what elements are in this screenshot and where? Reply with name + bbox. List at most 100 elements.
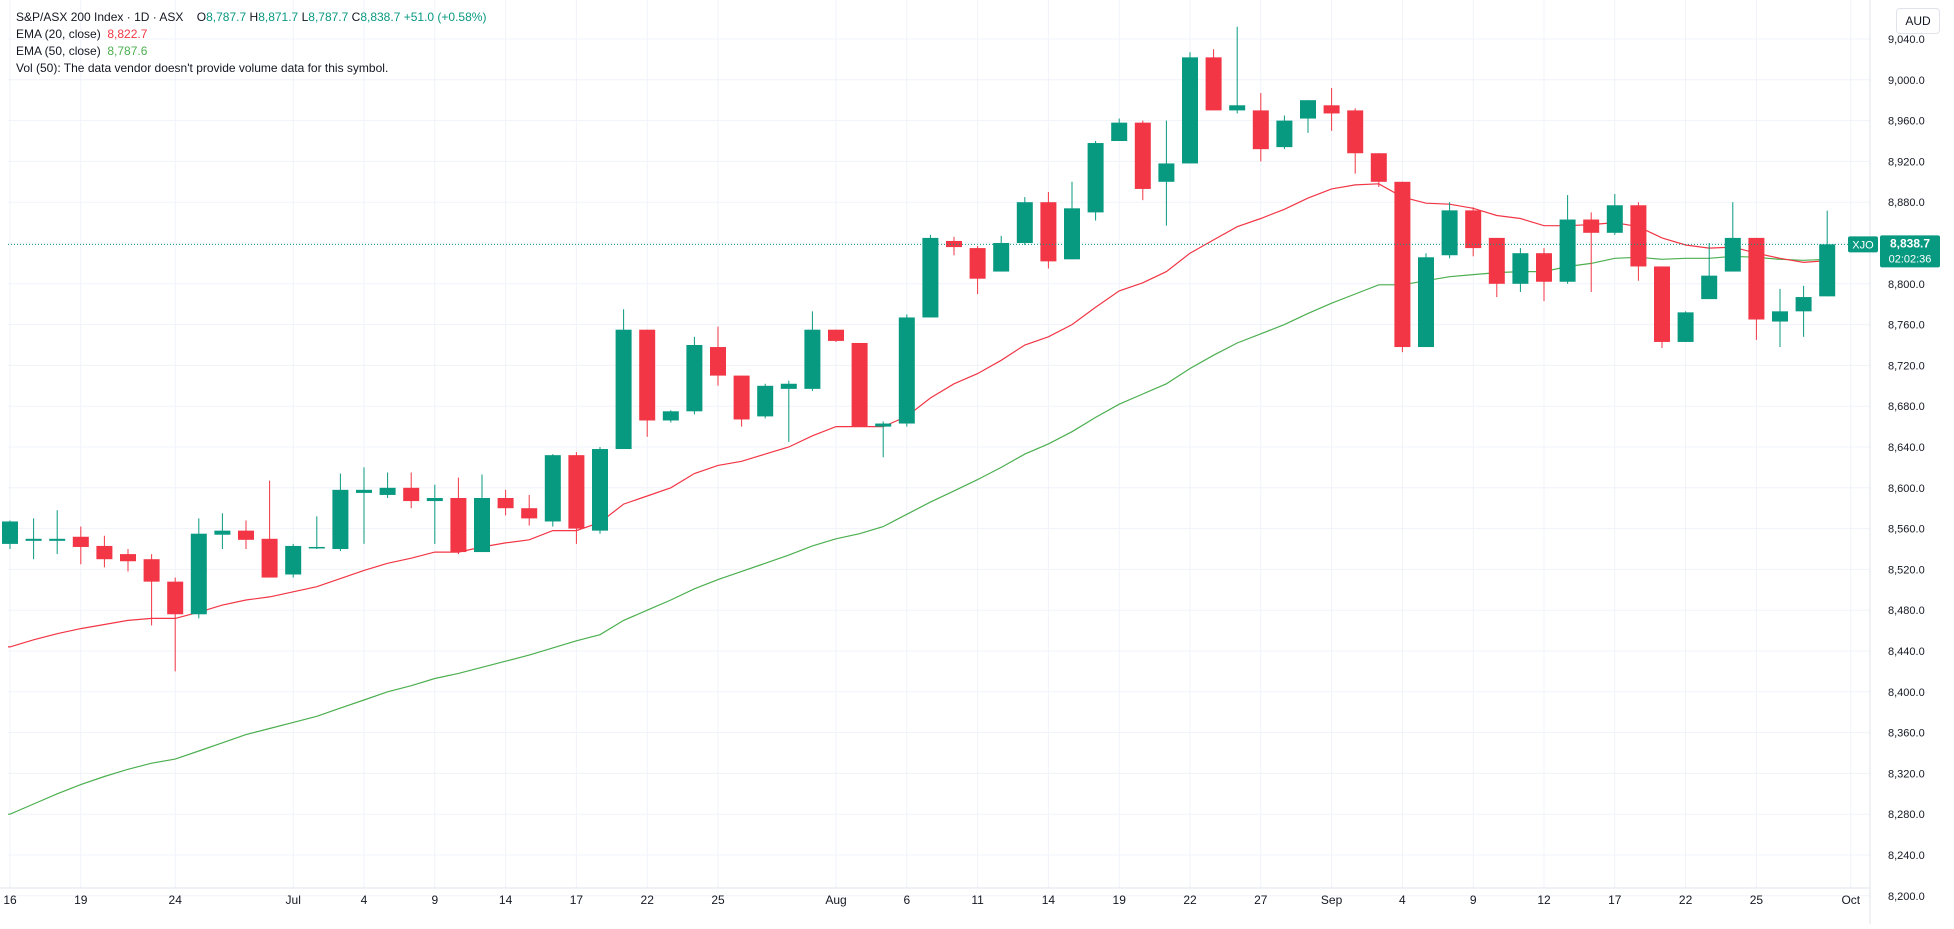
candle-down (969, 246, 986, 294)
candle-body (1748, 237, 1765, 320)
candle-down (1654, 266, 1670, 349)
volume-row[interactable]: Vol (50): The data vendor doesn't provid… (16, 60, 486, 77)
candle-body (615, 329, 632, 450)
last-price-value: 8,838.7 (1890, 236, 1930, 250)
candle-down (946, 236, 962, 256)
y-tick-label: 8,320.0 (1888, 768, 1925, 780)
candle-up (308, 516, 325, 549)
candle-up (1276, 115, 1293, 150)
x-tick-label: 24 (169, 893, 183, 907)
candle-body (1158, 163, 1175, 182)
y-tick-label: 8,720.0 (1888, 360, 1925, 372)
y-tick-label: 9,000.0 (1888, 75, 1925, 87)
candle-body (1630, 205, 1647, 267)
candle-body (332, 489, 349, 549)
bar-countdown: 02:02:36 (1889, 253, 1932, 265)
candle-down (851, 342, 868, 427)
change-value: +51.0 (+0.58%) (403, 10, 487, 24)
ema20-label: EMA (20, close) (16, 27, 101, 41)
candle-down (710, 326, 726, 386)
y-tick-label: 8,200.0 (1888, 891, 1925, 903)
candle-up (615, 309, 632, 450)
candle-up (804, 311, 821, 391)
candle-body (379, 487, 396, 495)
x-tick-label: 17 (1608, 893, 1622, 907)
candle-up (1016, 197, 1033, 246)
candle-down (96, 535, 113, 568)
candle-body (49, 538, 66, 541)
candle-up (426, 484, 443, 544)
x-tick-label: 22 (1183, 893, 1197, 907)
candle-down (1748, 237, 1765, 340)
candle-up (49, 510, 66, 555)
last-price-label-group: XJO 8,838.7 02:02:36 (1848, 235, 1940, 268)
candle-body (426, 498, 443, 502)
candle-up (922, 234, 939, 318)
ema20-row[interactable]: EMA (20, close) 8,822.7 (16, 26, 486, 43)
candle-up (190, 518, 207, 619)
candle-body (120, 554, 136, 562)
x-tick-label: 14 (1042, 893, 1056, 907)
axes: 8,200.0 8,240.0 8,280.0 8,320.0 8,360.0 8,400… (0, 0, 1925, 924)
candle-up (1512, 248, 1529, 292)
candle-body (1229, 105, 1246, 111)
x-tick-label: 6 (903, 893, 910, 907)
candle-body (1252, 110, 1269, 150)
x-tick-label: 9 (1470, 893, 1477, 907)
y-tick-label: 8,240.0 (1888, 850, 1925, 862)
y-tick-label: 8,880.0 (1888, 197, 1925, 209)
low-label: L (301, 10, 309, 24)
candle-up (686, 336, 703, 415)
candle-body (1583, 219, 1600, 233)
candle-down (1394, 181, 1411, 353)
candle-body (710, 347, 726, 376)
x-tick-label: 9 (431, 893, 438, 907)
y-tick-label: 9,040.0 (1888, 34, 1925, 46)
currency-button[interactable]: AUD (1896, 8, 1940, 34)
candle-down (1252, 93, 1269, 162)
candle-body (167, 581, 184, 615)
y-tick-label: 8,680.0 (1888, 401, 1925, 413)
candle-body (828, 329, 844, 341)
high-label: H (249, 10, 259, 24)
candle-up (993, 235, 1010, 272)
candle-up (1795, 285, 1812, 337)
x-tick-label: 19 (74, 893, 88, 907)
candle-down (1040, 192, 1057, 269)
candle-up (214, 513, 231, 549)
candle-down (1630, 202, 1647, 281)
candle-body (238, 530, 254, 540)
y-tick-label: 8,400.0 (1888, 687, 1925, 699)
y-tick-label: 8,360.0 (1888, 728, 1925, 740)
x-tick-label: 12 (1537, 893, 1551, 907)
candle-body (285, 545, 302, 575)
candle-down (261, 480, 278, 578)
candles (2, 26, 1836, 672)
candle-body (1654, 266, 1670, 342)
candle-body (1347, 110, 1364, 154)
ema20-value: 8,822.7 (107, 27, 148, 41)
candle-body (544, 455, 561, 522)
candle-body (403, 487, 420, 502)
x-tick-label: 16 (3, 893, 17, 907)
candle-down (1323, 87, 1340, 131)
last-price-badge (1880, 235, 1940, 268)
candle-up (757, 383, 774, 419)
spacer (187, 10, 194, 24)
candle-body (686, 345, 703, 412)
ema50-row[interactable]: EMA (50, close) 8,787.6 (16, 43, 486, 60)
ema50-label: EMA (50, close) (16, 44, 101, 58)
candle-up (1182, 52, 1198, 164)
candle-up (1064, 181, 1080, 260)
candle-down (238, 520, 254, 549)
ema20-series (8, 183, 1828, 648)
x-tick-label: Aug (825, 893, 846, 907)
candle-up (544, 454, 561, 527)
candle-body (639, 329, 656, 421)
candle-body (214, 530, 231, 535)
open-label: O (196, 10, 207, 24)
candle-body (1724, 237, 1741, 272)
candle-down (1583, 212, 1600, 292)
